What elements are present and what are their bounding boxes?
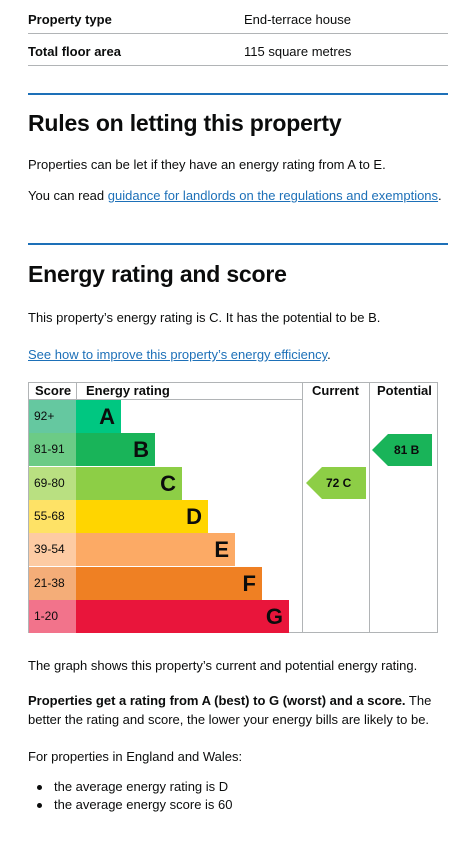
- header-potential: Potential: [377, 383, 432, 398]
- epc-chart: Score Energy rating Current Potential 92…: [28, 382, 438, 633]
- england-wales-intro: For properties in England and Wales:: [28, 749, 243, 764]
- band-letter: C: [160, 470, 176, 496]
- current-rating-label: 72 C: [326, 476, 352, 491]
- band-bar-d: D: [76, 499, 208, 533]
- current-rating-label-wrap: 72 C: [306, 467, 366, 499]
- band-score-f: 21-38: [29, 566, 76, 600]
- band-bar-f: F: [76, 566, 262, 600]
- graph-description: The graph shows this property’s current …: [28, 658, 418, 673]
- summary-value: End-terrace house: [244, 12, 351, 27]
- header-energy-rating: Energy rating: [86, 383, 170, 398]
- guidance-link[interactable]: guidance for landlords on the regulation…: [107, 188, 439, 203]
- section-divider: [28, 93, 448, 95]
- list-item: the average energy rating is D: [28, 778, 233, 796]
- summary-key: Property type: [28, 12, 112, 27]
- letting-heading: Rules on letting this property: [28, 110, 342, 136]
- band-bar-a: A: [76, 400, 121, 433]
- header-divider: [29, 399, 302, 400]
- column-divider: [302, 383, 303, 632]
- band-score-e: 39-54: [29, 533, 76, 567]
- guidance-suffix: .: [438, 188, 442, 203]
- improve-link[interactable]: See how to improve this property’s energ…: [28, 347, 328, 362]
- potential-rating-label-wrap: 81 B: [372, 434, 432, 466]
- band-score-g: 1-20: [29, 599, 76, 633]
- band-bar-e: E: [76, 533, 235, 567]
- averages-list: the average energy rating is D the avera…: [28, 778, 233, 814]
- band-bar-b: B: [76, 433, 155, 467]
- energy-rating-paragraph: This property’s energy rating is C. It h…: [28, 310, 381, 325]
- current-rating-arrow: [306, 467, 366, 500]
- letting-guidance-paragraph: You can read guidance for landlords on t…: [28, 186, 448, 205]
- header-score: Score: [35, 383, 72, 398]
- band-score-d: 55-68: [29, 499, 76, 533]
- rating-explanation-rest: The better the rating and score, the low…: [28, 693, 432, 727]
- band-letter: E: [214, 537, 229, 563]
- column-divider: [369, 383, 370, 632]
- band-letter: F: [242, 570, 256, 596]
- summary-row-floor-area: Total floor area 115 square metres: [28, 34, 448, 66]
- potential-rating-arrow: [372, 433, 432, 466]
- summary-value: 115 square metres: [244, 44, 352, 59]
- band-letter: A: [99, 404, 115, 429]
- rating-explanation: Properties get a rating from A (best) to…: [28, 691, 448, 729]
- band-letter: B: [133, 437, 149, 463]
- summary-key: Total floor area: [28, 44, 121, 59]
- band-letter: D: [186, 503, 202, 529]
- header-current: Current: [312, 383, 359, 398]
- potential-rating-label: 81 B: [394, 442, 420, 457]
- band-score-b: 81-91: [29, 433, 76, 467]
- letting-paragraph: Properties can be let if they have an en…: [28, 157, 386, 172]
- band-score-c: 69-80: [29, 466, 76, 500]
- band-bar-g: G: [76, 599, 289, 633]
- summary-row-property-type: Property type End-terrace house: [28, 2, 448, 34]
- band-letter: G: [265, 603, 283, 629]
- improve-suffix: .: [327, 347, 331, 362]
- energy-heading: Energy rating and score: [28, 261, 287, 287]
- band-bar-c: C: [76, 466, 182, 500]
- column-divider: [76, 383, 77, 399]
- section-divider: [28, 243, 448, 245]
- rating-explanation-bold: Properties get a rating from A (best) to…: [28, 693, 406, 708]
- band-score-a: 92+: [29, 400, 76, 433]
- improve-paragraph: See how to improve this property’s energ…: [28, 345, 448, 364]
- list-item: the average energy score is 60: [28, 796, 233, 814]
- guidance-prefix: You can read: [28, 188, 108, 203]
